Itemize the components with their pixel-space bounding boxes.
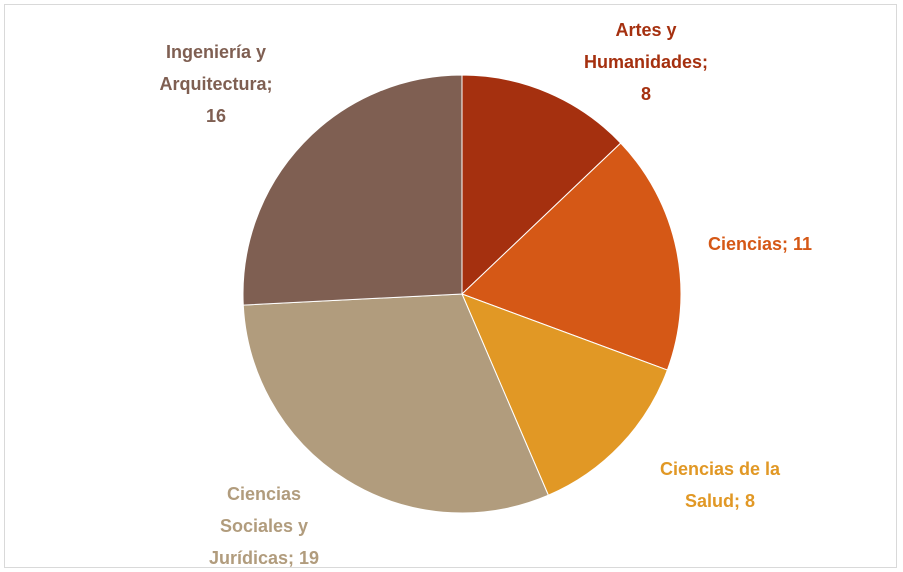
chart-frame xyxy=(4,4,897,568)
pie-slice xyxy=(242,293,550,514)
pie-slice xyxy=(461,142,682,371)
pie-slice xyxy=(242,74,463,306)
data-label: Artes y Humanidades; 8 xyxy=(583,20,709,104)
data-label: Ingeniería y Arquitectura; 16 xyxy=(159,42,273,126)
pie-slice xyxy=(461,74,622,296)
data-label: Ciencias Sociales y Jurídicas; 19 xyxy=(208,484,320,568)
data-label: Ciencias; 11 xyxy=(707,234,813,254)
pie-slice xyxy=(461,293,669,496)
data-label: Ciencias de la Salud; 8 xyxy=(659,459,781,511)
